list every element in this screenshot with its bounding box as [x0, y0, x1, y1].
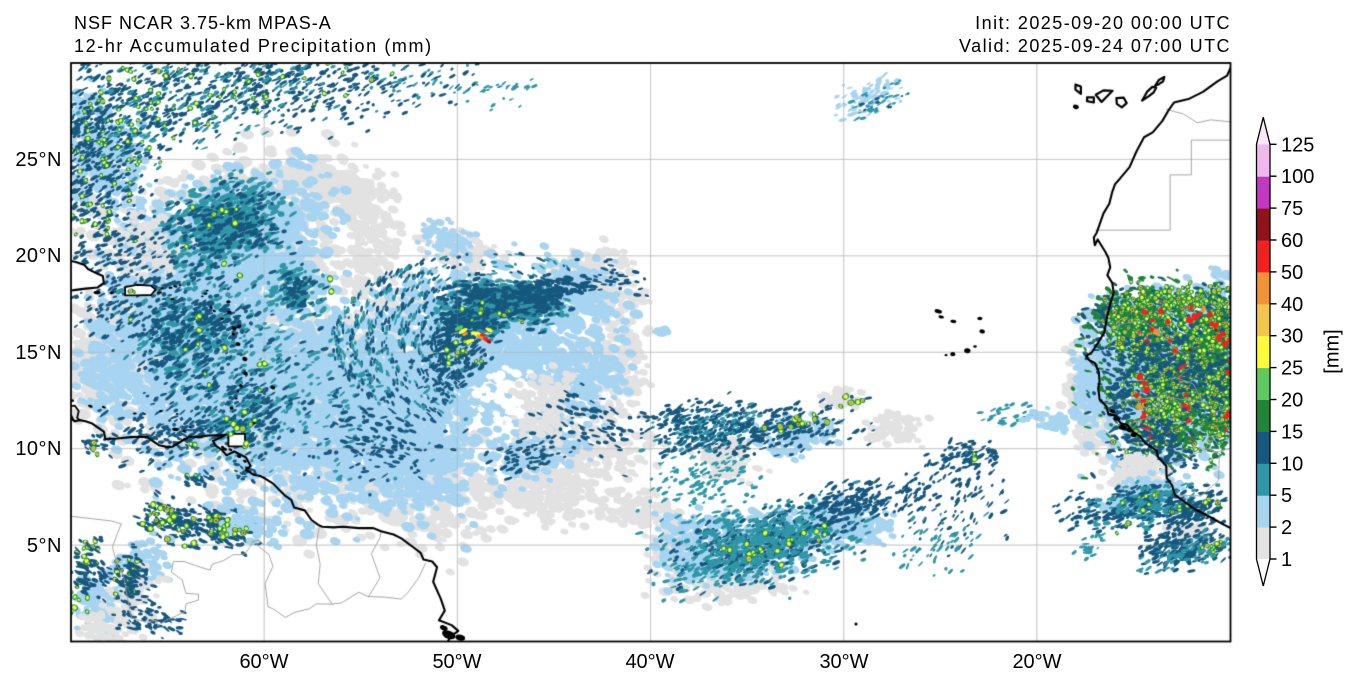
svg-text:30: 30: [1281, 326, 1303, 348]
svg-text:10: 10: [1281, 453, 1303, 475]
svg-text:50: 50: [1281, 262, 1303, 284]
svg-text:20: 20: [1281, 390, 1303, 412]
svg-text:5: 5: [1281, 485, 1292, 507]
svg-text:25: 25: [1281, 358, 1303, 380]
svg-text:125: 125: [1281, 134, 1314, 156]
svg-text:40: 40: [1281, 294, 1303, 316]
svg-text:1: 1: [1281, 549, 1292, 571]
svg-text:100: 100: [1281, 166, 1314, 188]
svg-text:60: 60: [1281, 230, 1303, 252]
svg-text:75: 75: [1281, 198, 1303, 220]
svg-text:15: 15: [1281, 421, 1303, 443]
svg-text:2: 2: [1281, 517, 1292, 539]
